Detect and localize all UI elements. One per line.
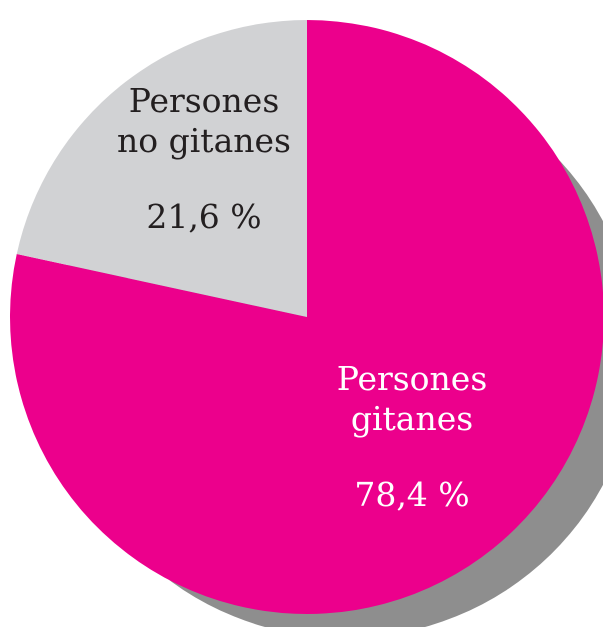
slice-label-line: no gitanes [117,121,291,160]
pie-slices [10,20,603,614]
slice-label-line: Persones [337,359,488,398]
slice-label-line: gitanes [351,399,473,438]
pie-slice-persones-gitanes [10,20,603,614]
slice-label-line: Persones [129,81,280,120]
slice-value-label: 78,4 % [354,475,469,514]
pie-slice-persones-no-gitanes [16,20,307,317]
slice-value-label: 21,6 % [146,197,261,236]
